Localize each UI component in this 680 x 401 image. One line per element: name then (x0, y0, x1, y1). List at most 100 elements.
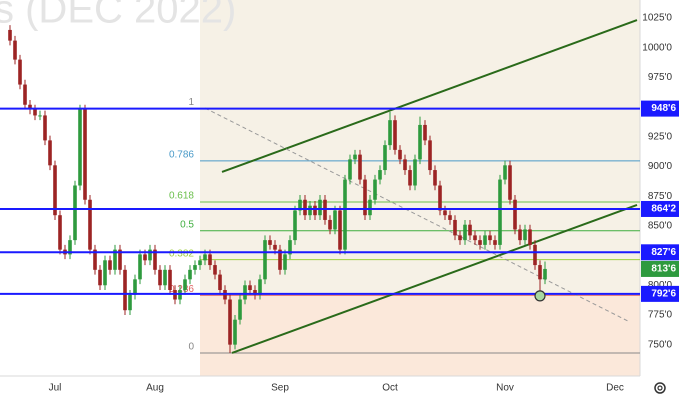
trendline (221, 19, 638, 173)
trendline (231, 204, 638, 354)
candle-body (248, 285, 252, 291)
candle-body (253, 290, 257, 295)
watermark: s (DEC 2022) (0, 0, 236, 32)
candle-body (318, 199, 322, 216)
candle-body (463, 224, 467, 241)
candle-body (198, 260, 202, 266)
candle-body (513, 199, 517, 230)
candle-body (528, 229, 532, 245)
candle-body (258, 279, 262, 295)
x-tick-label: Nov (496, 383, 514, 394)
candle-body (468, 224, 472, 236)
settings-icon[interactable] (654, 382, 666, 394)
candle-body (358, 154, 362, 180)
x-tick-label: Dec (606, 383, 624, 394)
candle-body (423, 124, 427, 141)
candle-body (403, 159, 407, 171)
fib-label: 0.236 (169, 284, 194, 295)
candle-body (438, 185, 442, 211)
candle-body (458, 235, 462, 241)
candle-body (18, 59, 22, 85)
y-tick-label: 925'0 (648, 131, 673, 142)
candle-body (328, 219, 332, 230)
candle-body (138, 254, 142, 280)
candle-body (408, 170, 412, 186)
candle-body (478, 240, 482, 245)
candle-body (43, 115, 47, 141)
x-tick-label: Jul (49, 383, 62, 394)
candle-body (453, 219, 457, 236)
candle-body (73, 185, 77, 241)
candle-body (83, 109, 87, 200)
candle-body (428, 140, 432, 171)
candle-body (543, 268, 547, 280)
candle-body (298, 199, 302, 211)
x-tick-label: Sep (271, 383, 289, 394)
candle-body (13, 40, 17, 60)
candle-body (188, 269, 192, 280)
candle-body (143, 254, 147, 261)
price-tag (641, 200, 679, 217)
fib-label: 0.382 (169, 248, 194, 259)
gear[interactable] (654, 382, 666, 394)
candle-body (23, 84, 27, 105)
fib-shading (200, 0, 640, 376)
candle-body (128, 294, 132, 311)
candle-body (48, 140, 52, 166)
candle-body (238, 299, 242, 320)
candle-body (38, 115, 42, 117)
candle-body (98, 269, 102, 286)
candle-body (343, 179, 347, 250)
y-tick-label: 875'0 (648, 191, 673, 202)
price-tag (641, 244, 679, 261)
price-tag-label: 948'6 (651, 103, 676, 114)
last-price-tag (641, 260, 679, 277)
y-tick-label: 800'0 (648, 280, 673, 291)
candle-body (78, 109, 82, 186)
candle-body (348, 159, 352, 180)
candle-body (108, 260, 112, 270)
candle-body (233, 319, 237, 345)
candle-body (168, 269, 172, 291)
fib-label: 0.5 (180, 219, 194, 230)
candle-body (193, 265, 197, 270)
candle-body (533, 244, 537, 266)
candle-body (353, 154, 357, 160)
candle-body (158, 269, 162, 286)
candle-body (283, 254, 287, 270)
candle-body (373, 179, 377, 200)
y-tick-label: 850'0 (648, 221, 673, 232)
fib-label: 0 (188, 342, 194, 353)
candle-body (293, 210, 297, 241)
candle-body (218, 274, 222, 291)
candle-body (203, 254, 207, 261)
candle-body (333, 210, 337, 230)
y-tick-label: 900'0 (648, 161, 673, 172)
candle-body (288, 240, 292, 255)
price-tag (641, 285, 679, 302)
candle-body (493, 240, 497, 245)
candle-body (338, 210, 342, 250)
fib-zone-lower (200, 295, 640, 376)
candle-body (508, 165, 512, 200)
fib-label: 0.786 (169, 150, 194, 161)
candle-body (243, 285, 247, 300)
candle-body (93, 249, 97, 270)
candle-body (148, 249, 152, 261)
y-tick-label: 1025'0 (642, 13, 672, 24)
price-tag-label: 864'2 (651, 204, 676, 215)
fib-label: 0.618 (169, 191, 194, 202)
gear-hub[interactable] (657, 385, 663, 391)
candle-body (368, 199, 372, 216)
y-tick-label: 775'0 (648, 310, 673, 321)
candle-body (163, 269, 167, 286)
candle-body (413, 159, 417, 186)
candle-body (313, 205, 317, 216)
candle-body (263, 240, 267, 280)
candle-body (448, 215, 452, 220)
candle-body (393, 120, 397, 150)
marker (534, 290, 546, 302)
candle-body (123, 269, 127, 311)
candle-body (153, 249, 157, 270)
